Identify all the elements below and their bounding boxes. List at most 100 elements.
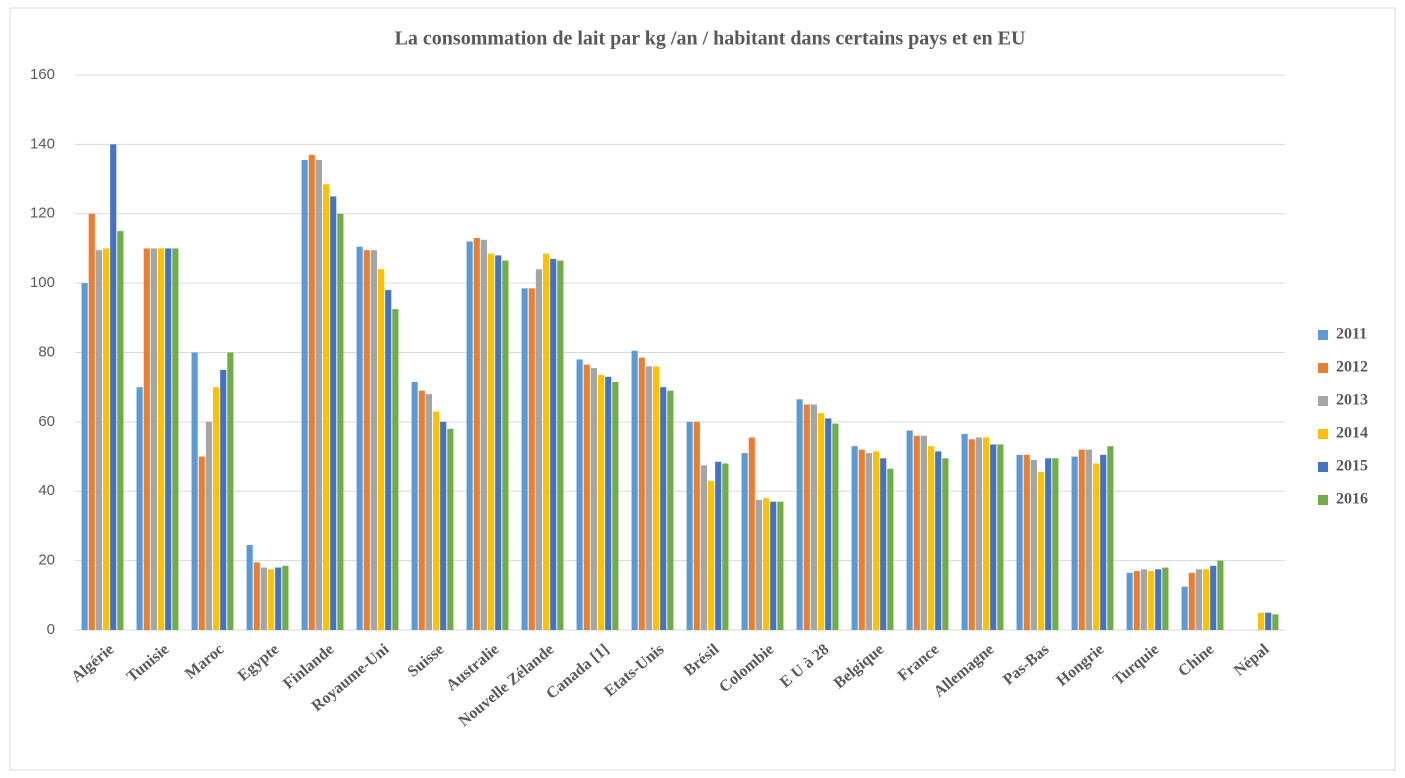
bar (645, 366, 652, 630)
bar (612, 381, 619, 630)
bar (1272, 614, 1279, 630)
bar (521, 288, 528, 630)
bar (1140, 569, 1147, 630)
bar (1078, 449, 1085, 630)
bar (117, 231, 124, 630)
bar (990, 444, 997, 630)
bar (1133, 571, 1140, 630)
bar (832, 423, 839, 630)
bar (1023, 454, 1030, 630)
bar (818, 413, 825, 630)
bar (480, 239, 487, 630)
bar (308, 154, 315, 630)
bar (708, 480, 715, 630)
bar (583, 364, 590, 630)
bar (535, 269, 542, 630)
y-tick-label: 0 (47, 621, 55, 638)
bar (638, 357, 645, 630)
bar (220, 369, 227, 630)
bar (268, 569, 275, 630)
bar (1265, 612, 1272, 630)
bar (1016, 454, 1023, 630)
y-tick-label: 60 (38, 413, 55, 430)
bar (825, 418, 832, 630)
bar (557, 260, 564, 630)
legend-label: 2015 (1336, 458, 1368, 475)
bar (150, 248, 157, 630)
bar (165, 248, 172, 630)
bar (550, 258, 557, 630)
y-tick-label: 40 (38, 482, 55, 499)
bar (502, 260, 509, 630)
bar (722, 463, 729, 630)
bar (466, 241, 473, 630)
bar (205, 421, 212, 630)
bar (1217, 560, 1224, 630)
bar (748, 437, 755, 630)
bar (227, 352, 234, 630)
bar (260, 567, 267, 630)
bar (1030, 460, 1037, 630)
bar (392, 309, 399, 630)
bar (418, 390, 425, 630)
bar (873, 451, 880, 630)
legend-label: 2016 (1336, 491, 1368, 508)
bar (796, 399, 803, 630)
bar (1071, 456, 1078, 630)
bar (95, 250, 102, 630)
bar (136, 387, 143, 630)
bar (370, 250, 377, 630)
bar (1093, 463, 1100, 630)
bar (425, 394, 432, 630)
bar (385, 290, 392, 630)
bar (858, 449, 865, 630)
bar (488, 253, 495, 630)
bar (686, 421, 693, 630)
legend-swatch (1318, 429, 1328, 439)
bar (330, 196, 337, 630)
bar (1188, 572, 1195, 630)
bar (906, 430, 913, 630)
bar (315, 159, 322, 630)
bar (253, 562, 260, 630)
bar (1203, 569, 1210, 630)
bar (158, 248, 165, 630)
bar (447, 428, 454, 630)
bar (590, 368, 597, 630)
bar (631, 350, 638, 630)
bar (103, 248, 110, 630)
legend-label: 2014 (1336, 425, 1368, 442)
bar (337, 213, 344, 630)
bar (968, 439, 975, 630)
bar (1126, 572, 1133, 630)
bar (1162, 567, 1169, 630)
bar (143, 248, 150, 630)
legend-swatch (1318, 363, 1328, 373)
legend-swatch (1318, 495, 1328, 505)
bar (213, 387, 220, 630)
bar (88, 213, 95, 630)
bar (198, 456, 205, 630)
bar (378, 269, 385, 630)
bar (741, 453, 748, 630)
bar (1155, 569, 1162, 630)
y-tick-label: 100 (30, 274, 55, 291)
bar (282, 565, 289, 630)
bar (172, 248, 179, 630)
y-tick-label: 80 (38, 343, 55, 360)
bar (363, 250, 370, 630)
bar (576, 359, 583, 630)
bar (667, 390, 674, 630)
legend-label: 2011 (1336, 326, 1367, 343)
chart-title: La consommation de lait par kg /an / hab… (395, 28, 1026, 50)
bar (1195, 569, 1202, 630)
bar (755, 499, 762, 630)
legend-swatch (1318, 462, 1328, 472)
bar (528, 288, 535, 630)
bar (997, 444, 1004, 630)
bar (770, 501, 777, 630)
bar (660, 387, 667, 630)
bar (935, 451, 942, 630)
bar (1085, 449, 1092, 630)
bar (865, 453, 872, 630)
